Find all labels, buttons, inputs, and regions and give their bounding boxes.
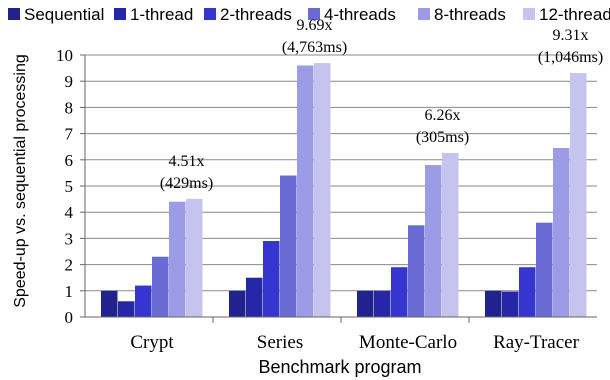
bar-ray-tracer-2-threads <box>519 267 536 317</box>
annotation-time: (429ms) <box>160 175 213 192</box>
legend-label: 2-threads <box>220 5 292 24</box>
bar-monte-carlo-2-threads <box>391 267 408 317</box>
x-category-label: Monte-Carlo <box>359 332 457 353</box>
bar-crypt-2-threads <box>135 285 152 317</box>
legend-swatch <box>308 8 320 20</box>
legend-swatch <box>114 8 126 20</box>
y-tick-label: 0 <box>65 308 74 327</box>
legend: Sequential 1-thread 2-threads 4-threads 8-th… <box>8 5 610 24</box>
y-tick-label: 3 <box>65 229 74 248</box>
annotation-time: (4,763ms) <box>282 39 347 56</box>
bar-series-12-threads <box>314 63 331 317</box>
legend-label: 1-thread <box>130 5 193 24</box>
bar-crypt-sequential <box>101 290 118 317</box>
annotation-speedup: 9.69x <box>297 17 333 34</box>
bar-ray-tracer-4-threads <box>536 222 553 317</box>
x-category-label: Ray-Tracer <box>493 332 579 353</box>
bar-series-1-thread <box>246 277 263 317</box>
bar-monte-carlo-1-thread <box>374 290 391 317</box>
y-tick-label: 9 <box>65 72 74 91</box>
bar-monte-carlo-8-threads <box>425 165 442 317</box>
bar-monte-carlo-12-threads <box>442 152 459 317</box>
legend-label: 8-threads <box>434 5 506 24</box>
bar-ray-tracer-12-threads <box>570 73 587 317</box>
x-axis-title: Benchmark program <box>258 357 421 377</box>
bar-monte-carlo-4-threads <box>408 225 425 317</box>
y-axis-title: Speed-up vs. sequential processing <box>12 54 29 308</box>
bar-series-8-threads <box>297 65 314 317</box>
legend-swatch <box>204 8 216 20</box>
legend-swatch <box>523 8 535 20</box>
legend-swatch <box>418 8 430 20</box>
bar-series-2-threads <box>263 241 280 317</box>
annotation-time: (1,046ms) <box>538 49 603 66</box>
y-tick-label: 1 <box>65 282 74 301</box>
legend-label: 4-threads <box>324 5 396 24</box>
bar-series-4-threads <box>280 175 297 317</box>
bar-crypt-12-threads <box>186 198 203 317</box>
annotation-speedup: 4.51x <box>169 153 205 170</box>
legend-label: Sequential <box>24 5 104 24</box>
bar-monte-carlo-sequential <box>357 290 374 317</box>
x-category-label: Series <box>257 332 303 353</box>
y-tick-label: 10 <box>56 46 73 65</box>
legend-swatch <box>8 8 20 20</box>
bar-series-sequential <box>229 290 246 317</box>
bar-crypt-1-thread <box>118 301 135 317</box>
annotation-time: (305ms) <box>416 129 469 146</box>
x-category-label: Crypt <box>130 332 174 353</box>
y-tick-label: 6 <box>65 151 74 170</box>
annotation-speedup: 6.26x <box>425 107 461 124</box>
annotations: 4.51x (429ms) 9.69x (4,763ms) 6.26x (305ms) 9.… <box>160 17 603 192</box>
axes: 0 1 2 3 4 5 6 7 8 9 10 Crypt Series Monte-Carlo Ray-Tr… <box>56 46 597 353</box>
annotation-speedup: 9.31x <box>553 27 589 44</box>
bar-ray-tracer-8-threads <box>553 148 570 317</box>
bar-ray-tracer-1-thread <box>502 291 519 317</box>
y-tick-label: 8 <box>65 98 74 117</box>
bar-crypt-8-threads <box>169 201 186 317</box>
y-tick-label: 7 <box>65 125 74 144</box>
bar-crypt-4-threads <box>152 256 169 317</box>
gridlines <box>85 54 597 292</box>
y-tick-label: 4 <box>65 203 74 222</box>
legend-label: 12-threads <box>539 5 610 24</box>
bars <box>101 63 587 317</box>
y-tick-label: 5 <box>65 177 74 196</box>
bar-ray-tracer-sequential <box>485 290 502 317</box>
y-tick-label: 2 <box>65 256 74 275</box>
